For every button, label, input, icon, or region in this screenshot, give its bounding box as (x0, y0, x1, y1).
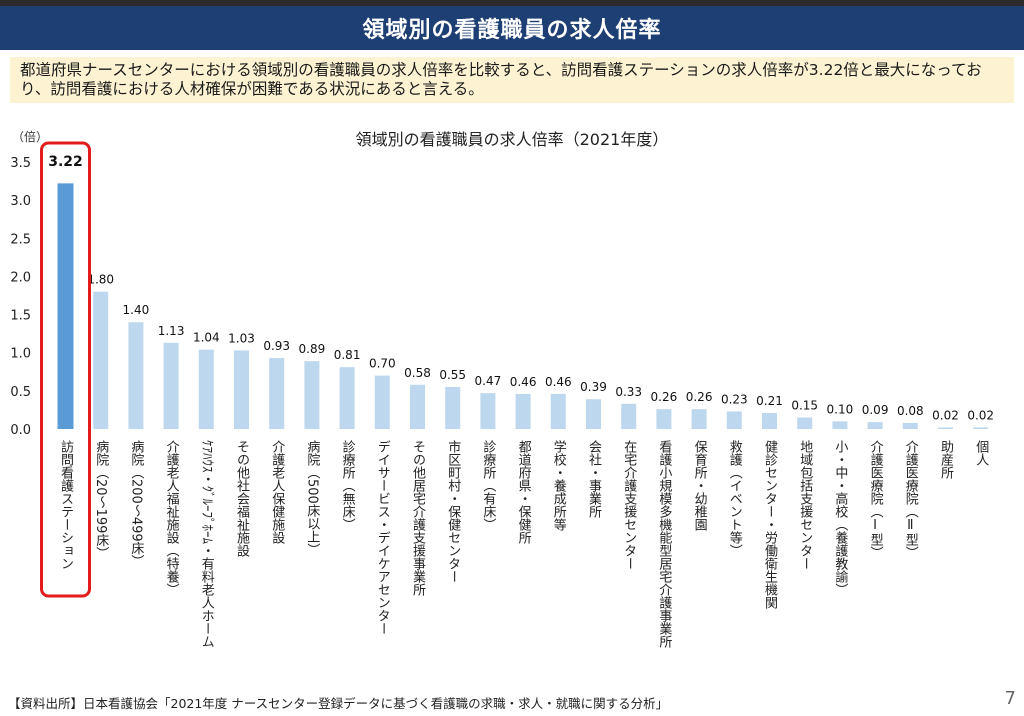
value-label: 0.46 (510, 375, 537, 389)
category-label: デイサービス・デイケアセンター (375, 440, 391, 635)
category-label: 在宅介護支援センター (621, 440, 637, 570)
value-label: 0.70 (369, 357, 396, 371)
summary-box: 都道府県ナースセンターにおける領域別の看護職員の求人倍率を比較すると、訪問看護ス… (10, 57, 1014, 103)
value-label: 0.46 (545, 375, 572, 389)
value-label: 3.22 (48, 154, 83, 170)
category-label: 都道府県・保健所 (516, 440, 532, 544)
value-label: 0.08 (897, 404, 924, 418)
bar-chart: 0.0 0.5 1.0 1.5 2.0 2.5 3.0 3.5 3.22 訪問看護ステーション 1.… (10, 141, 994, 648)
bar (797, 417, 813, 429)
source-note: 【資料出所】日本看護協会「2021年度 ナースセンター登録データに基づく看護職の… (8, 696, 669, 711)
category-label: 介護老人保健施設 (269, 440, 285, 544)
category-label: 会社・事業所 (586, 440, 602, 518)
y-tick-label: 1.0 (10, 347, 31, 362)
value-label: 0.47 (475, 374, 502, 388)
value-label: 0.21 (756, 394, 783, 408)
bar (445, 387, 461, 429)
category-label: 地域包括支援センター (797, 440, 813, 570)
value-label: 0.89 (299, 342, 326, 356)
y-tick-label: 2.0 (10, 270, 31, 285)
category-label: 学校・養成所等 (551, 439, 567, 531)
y-tick-label: 1.5 (10, 309, 31, 324)
bar (726, 411, 742, 429)
bar (621, 403, 637, 429)
bar (656, 409, 672, 429)
bar (57, 183, 74, 429)
category-label: 病院（20～199床） (93, 440, 109, 559)
category-label: 介護医療院（Ⅱ型） (903, 440, 919, 559)
bar (374, 375, 390, 429)
bar (234, 350, 249, 429)
value-label: 1.80 (87, 273, 114, 287)
y-tick-label: 0.5 (10, 385, 31, 400)
bar (128, 322, 144, 429)
value-label: 0.33 (615, 385, 642, 399)
value-label: 0.23 (721, 392, 748, 406)
category-label: 助産所 (938, 440, 954, 479)
value-label: 1.13 (158, 324, 185, 338)
title-banner: 領域別の看護職員の求人倍率 (0, 6, 1024, 50)
bar (832, 421, 848, 429)
y-tick-label: 3.5 (10, 156, 31, 171)
category-label: その他社会福祉施設 (234, 440, 250, 557)
value-label: 0.09 (862, 403, 889, 417)
value-label: 0.39 (580, 380, 607, 394)
value-label: 0.15 (791, 399, 818, 413)
value-label: 0.81 (334, 348, 361, 362)
bar (304, 361, 320, 429)
bar (762, 412, 777, 429)
y-tick-label: 3.0 (10, 194, 31, 209)
category-label: 介護医療院（Ⅰ型） (868, 440, 884, 559)
bar (867, 422, 883, 429)
category-label: 救護（イベント等） (727, 439, 743, 557)
bar (410, 384, 425, 429)
bar (938, 427, 953, 429)
highlight-box (40, 141, 91, 598)
bar (550, 393, 566, 429)
category-label: 病院（500床以上） (304, 440, 320, 556)
y-axis-unit: （倍） (12, 130, 49, 144)
category-label: 病院（200～499床） (128, 440, 144, 568)
bar (691, 409, 707, 429)
value-label: 0.10 (827, 402, 854, 416)
bar (93, 291, 109, 429)
value-label: 1.03 (228, 331, 255, 345)
bar (515, 393, 531, 429)
value-label: 0.55 (439, 368, 466, 382)
y-tick-label: 2.5 (10, 232, 31, 247)
value-label: 0.02 (967, 408, 994, 422)
bar (586, 399, 601, 429)
category-label: 診療所（無床） (340, 439, 356, 531)
bar (480, 393, 496, 429)
value-label: 1.04 (193, 331, 220, 345)
bar (902, 422, 918, 429)
category-label: 小・中・高校（養護教諭） (832, 440, 848, 596)
bar (973, 427, 989, 429)
category-label: 訪問看護ステーション (58, 439, 74, 570)
category-label: 個人 (973, 440, 989, 466)
page-title: 領域別の看護職員の求人倍率 (362, 18, 662, 43)
y-tick-label: 0.0 (10, 423, 31, 438)
bar (198, 349, 214, 429)
category-label: 介護老人福祉施設（特養） (164, 440, 180, 596)
category-label: 市区町村・保健センター (445, 439, 461, 583)
value-label: 0.93 (263, 339, 290, 353)
category-label: その他居宅介護支援事業所 (410, 440, 426, 596)
value-label: 0.26 (686, 390, 713, 404)
category-label: 健診センター・労働衛生機関 (762, 440, 778, 610)
value-label: 1.40 (123, 303, 150, 317)
category-label: ｹｱﾊｳｽ・ｸﾞﾙｰﾌﾟﾎｰﾑ・有料老人ホーム (199, 440, 215, 648)
value-label: 0.26 (651, 390, 678, 404)
value-label: 0.58 (404, 366, 431, 380)
chart-title: 領域別の看護職員の求人倍率（2021年度） (355, 130, 669, 149)
bar (269, 358, 285, 429)
top-strip (0, 0, 1024, 6)
category-label: 保育所・幼稚園 (692, 440, 708, 531)
category-label: 看護小規模多機能型居宅介護事業所 (656, 439, 672, 648)
page-number: 7 (1004, 688, 1016, 709)
bar (339, 367, 355, 429)
value-label: 0.02 (932, 408, 959, 422)
category-label: 診療所（有床） (480, 439, 496, 531)
bar (163, 342, 179, 429)
